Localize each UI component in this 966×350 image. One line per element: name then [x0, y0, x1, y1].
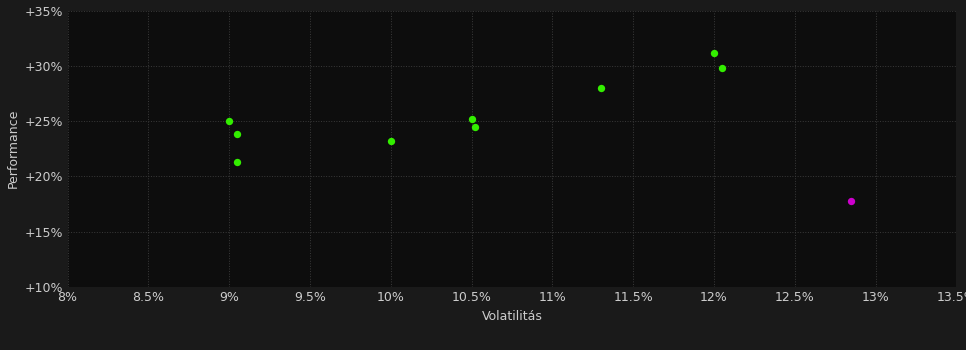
Point: [464, 116, 479, 122]
Point: [230, 159, 245, 165]
Point: [593, 85, 609, 91]
Point: [843, 198, 859, 204]
Y-axis label: Performance: Performance: [7, 109, 19, 188]
Point: [384, 138, 399, 144]
X-axis label: Volatilitás: Volatilitás: [481, 310, 543, 323]
Point: [230, 132, 245, 137]
Point: [468, 124, 483, 130]
Point: [221, 118, 237, 124]
Point: [706, 50, 722, 55]
Point: [714, 65, 729, 71]
